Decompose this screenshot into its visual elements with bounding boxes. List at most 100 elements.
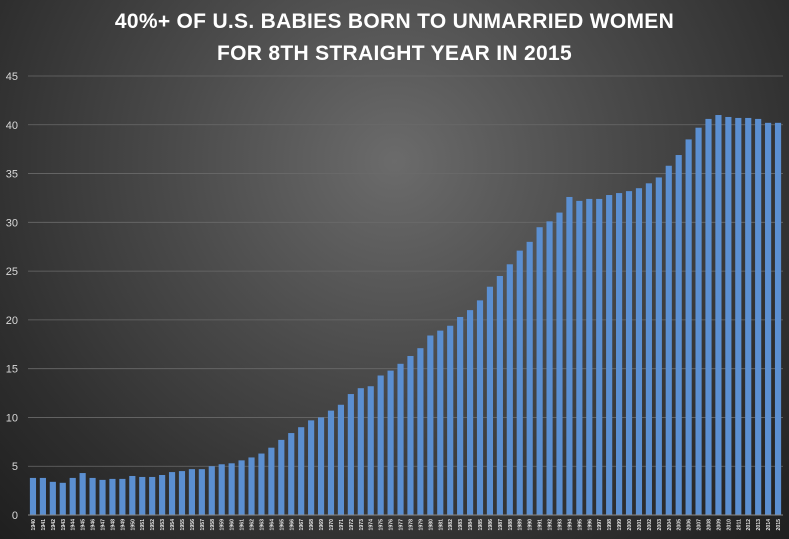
x-tick-label: 1972 (349, 519, 355, 531)
bar-1984 (466, 310, 474, 515)
x-tick-label: 1981 (438, 519, 444, 531)
bar-2011 (735, 117, 742, 516)
x-tick-label: 1991 (538, 519, 544, 531)
x-tick-label: 1994 (567, 519, 573, 531)
x-tick-label: 2012 (746, 519, 752, 531)
y-tick-label: 25 (6, 266, 18, 278)
bar-2010 (725, 116, 732, 516)
bar-1954 (168, 472, 176, 515)
bar-2004 (665, 165, 672, 516)
bar-1957 (198, 469, 205, 515)
x-tick-label: 1988 (508, 519, 514, 531)
x-tick-label: 1963 (259, 519, 265, 531)
chart-title-line-1: 40%+ OF U.S. BABIES BORN TO UNMARRIED WO… (114, 10, 675, 33)
x-tick-label: 2004 (667, 519, 673, 531)
x-tick-label: 1996 (587, 519, 593, 531)
chart-title-line-2: FOR 8TH STRAIGHT YEAR IN 2015 (217, 42, 572, 65)
x-tick-label: 2013 (756, 519, 762, 531)
bar-2007 (695, 127, 702, 516)
x-tick-label: 1964 (269, 519, 275, 531)
x-tick-label: 1974 (369, 519, 375, 531)
bar-1964 (268, 447, 275, 515)
y-tick-label: 15 (6, 364, 18, 376)
y-tick-label: 30 (6, 217, 18, 229)
bar-1945 (79, 473, 86, 515)
bar-1962 (248, 457, 255, 515)
bar-2006 (685, 139, 692, 515)
x-tick-label: 1975 (379, 519, 385, 531)
x-tick-label: 1950 (130, 519, 136, 531)
y-tick-label: 5 (12, 461, 18, 473)
bar-1994 (566, 196, 573, 516)
x-tick-label: 1961 (240, 519, 246, 531)
bar-1965 (278, 439, 285, 515)
x-tick-label: 2001 (637, 519, 643, 531)
bar-1971 (337, 404, 345, 515)
x-tick-label: 1993 (557, 519, 563, 531)
bar-1951 (139, 476, 146, 515)
x-tick-label: 1979 (418, 519, 424, 531)
x-tick-label: 1984 (468, 519, 474, 531)
x-tick-label: 1941 (41, 519, 47, 531)
x-tick-label: 1971 (339, 519, 345, 531)
x-tick-label: 1965 (279, 519, 285, 531)
x-tick-label: 1947 (101, 519, 107, 531)
bar-2003 (655, 177, 662, 516)
x-axis-tick-labels: 1940 1941 1942 1943 1944 1945 1946 1947 1948 1949… (31, 519, 782, 531)
chart-title: 40%+ OF U.S. BABIES BORN TO UNMARRIED WO… (0, 6, 789, 70)
bar-1946 (89, 477, 96, 515)
bar-1995 (576, 200, 583, 516)
x-tick-label: 1960 (230, 519, 236, 531)
bar-2008 (705, 118, 712, 516)
bars (29, 115, 782, 516)
x-tick-label: 1987 (498, 519, 504, 531)
bar-1973 (357, 388, 364, 515)
x-tick-label: 1982 (448, 519, 454, 531)
x-tick-label: 1958 (210, 519, 216, 531)
bar-1985 (476, 300, 484, 515)
bar-1990 (526, 241, 533, 515)
y-tick-label: 10 (6, 412, 18, 424)
x-tick-label: 1953 (160, 519, 166, 531)
x-tick-label: 1952 (150, 519, 156, 531)
bar-2000 (625, 191, 633, 516)
bar-1987 (496, 275, 503, 515)
bar-1998 (606, 195, 613, 516)
bar-1950 (129, 475, 136, 515)
bar-1978 (407, 355, 414, 515)
x-tick-label: 1951 (140, 519, 146, 531)
y-tick-label: 35 (6, 169, 18, 181)
bar-1943 (59, 482, 66, 515)
bar-1993 (556, 212, 563, 516)
x-tick-label: 1995 (577, 519, 583, 531)
x-tick-label: 1970 (329, 519, 335, 531)
x-tick-label: 1966 (289, 519, 295, 531)
x-tick-label: 1986 (488, 519, 494, 531)
x-tick-label: 1944 (71, 519, 77, 531)
x-tick-label: 1985 (478, 519, 484, 531)
bar-1991 (536, 227, 543, 515)
bar-1989 (516, 250, 523, 515)
bar-2015 (774, 122, 782, 516)
x-tick-label: 1976 (389, 519, 395, 531)
bar-1960 (228, 463, 235, 515)
x-tick-label: 2008 (706, 519, 712, 531)
y-tick-label: 45 (6, 71, 18, 83)
bar-2001 (635, 188, 643, 515)
x-tick-label: 1968 (309, 519, 315, 531)
x-tick-label: 1998 (607, 519, 613, 531)
x-tick-label: 1949 (120, 519, 126, 531)
y-tick-label: 40 (6, 120, 18, 132)
x-tick-label: 1990 (528, 519, 534, 531)
bar-1970 (327, 410, 335, 515)
x-tick-label: 2006 (687, 519, 693, 531)
x-tick-label: 1983 (458, 519, 464, 531)
bar-1952 (149, 476, 156, 515)
bar-2013 (755, 118, 762, 516)
bar-1944 (69, 477, 76, 515)
x-tick-label: 2010 (726, 519, 732, 531)
bar-1986 (486, 286, 494, 515)
x-tick-label: 2015 (776, 519, 782, 531)
bar-1969 (317, 417, 325, 515)
